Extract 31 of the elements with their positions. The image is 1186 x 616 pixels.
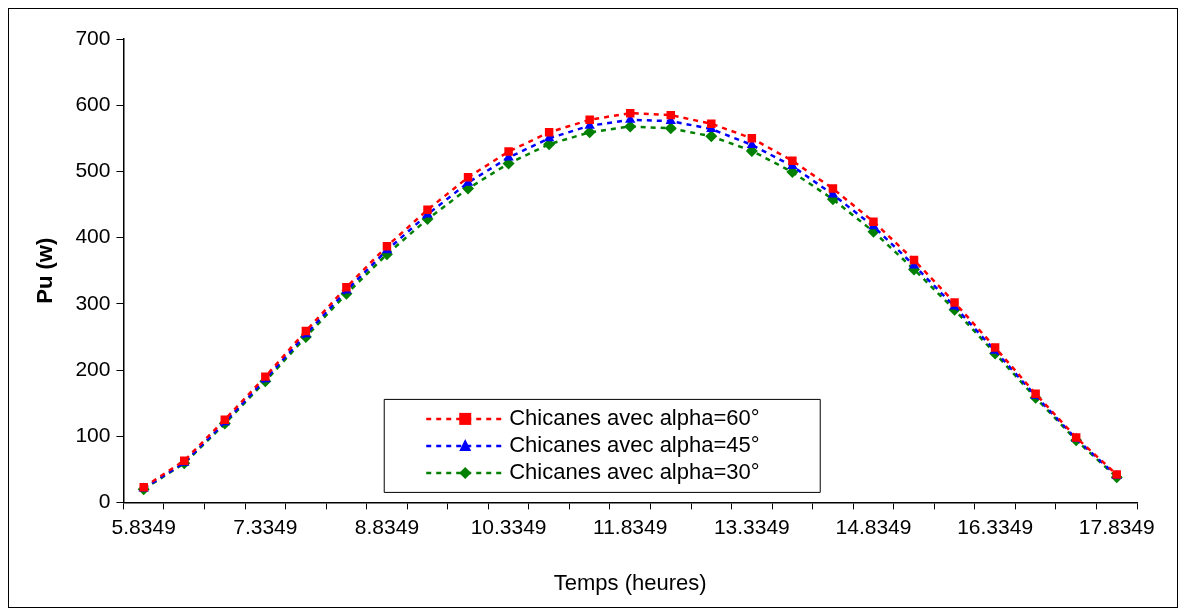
point xyxy=(463,173,473,182)
point xyxy=(828,184,838,193)
legend-label: Chicanes avec alpha=30° xyxy=(509,458,760,484)
point xyxy=(544,128,554,137)
x-tick-label: 16.3349 xyxy=(957,514,1034,538)
x-tick-label: 13.3349 xyxy=(713,514,790,538)
legend-label: Chicanes avec alpha=60° xyxy=(509,404,760,430)
x-tick-label: 7.3349 xyxy=(233,514,298,538)
y-tick-label: 100 xyxy=(75,423,111,446)
point xyxy=(504,147,513,156)
x-tick-label: 11.8349 xyxy=(593,514,668,538)
x-tick-label: 5.8349 xyxy=(111,514,176,538)
x-axis-title: Temps (heures) xyxy=(553,569,707,595)
y-tick-label: 300 xyxy=(75,290,111,314)
x-tick-label: 17.8349 xyxy=(1078,514,1155,538)
legend-label: Chicanes avec alpha=45° xyxy=(509,431,760,457)
y-tick-label: 700 xyxy=(75,25,111,49)
x-tick-label: 14.8349 xyxy=(835,514,912,538)
point xyxy=(788,156,797,166)
y-tick-label: 200 xyxy=(75,356,111,380)
x-tick-label: 10.3349 xyxy=(470,514,547,538)
point xyxy=(747,134,757,143)
point xyxy=(869,217,878,226)
x-tick-label: 8.8349 xyxy=(354,514,420,538)
y-axis-title: Pu (w) xyxy=(32,237,58,304)
y-tick-label: 600 xyxy=(75,92,111,115)
y-tick-label: 400 xyxy=(75,224,111,248)
y-tick-label: 500 xyxy=(75,158,111,182)
point xyxy=(707,119,716,128)
point xyxy=(585,115,594,125)
y-tick-label: 0 xyxy=(98,489,111,513)
